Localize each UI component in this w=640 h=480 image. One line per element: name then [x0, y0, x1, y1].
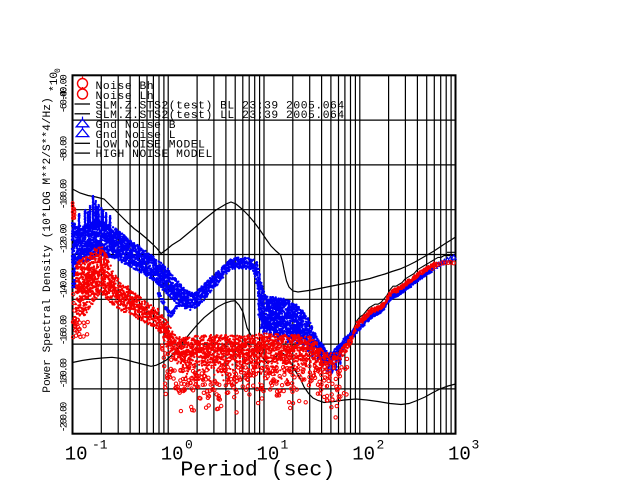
svg-text:10: 10: [448, 444, 471, 466]
svg-text:-140.00: -140.00: [60, 268, 71, 299]
svg-text:10: 10: [257, 444, 280, 466]
svg-text:-120.00: -120.00: [60, 224, 71, 255]
svg-text:-100.00: -100.00: [60, 179, 71, 210]
svg-text:SLM.Z.STS2(test) LL 23:39 2005: SLM.Z.STS2(test) LL 23:39 2005.064: [96, 110, 345, 122]
svg-text:-180.00: -180.00: [60, 358, 71, 389]
svg-text:-160.00: -160.00: [60, 315, 71, 346]
svg-text:0: 0: [54, 68, 63, 73]
svg-text:2: 2: [377, 438, 385, 453]
svg-text:3: 3: [472, 438, 480, 453]
svg-text:Noise Lh: Noise Lh: [96, 91, 155, 103]
svg-text:10: 10: [161, 444, 184, 466]
svg-text:0: 0: [185, 438, 193, 453]
svg-text:*10: *10: [49, 72, 61, 92]
svg-text:1: 1: [281, 438, 289, 453]
svg-text:-1: -1: [92, 438, 108, 453]
svg-text:Gnd Noise B: Gnd Noise B: [96, 120, 177, 132]
svg-text:-200.00: -200.00: [60, 402, 71, 433]
svg-text:Noise Bh: Noise Bh: [96, 81, 155, 93]
svg-text:-60.00: -60.00: [60, 87, 71, 114]
svg-text:Period (sec): Period (sec): [180, 459, 335, 480]
svg-text:Power Spectral Density (10*LOG: Power Spectral Density (10*LOG M**2/S**4…: [42, 97, 54, 392]
svg-text:HIGH NOISE MODEL: HIGH NOISE MODEL: [96, 149, 213, 161]
svg-text:-40.00: -40.00: [60, 74, 71, 101]
svg-text:SLM.Z.STS2(test) BL 23:39 2005: SLM.Z.STS2(test) BL 23:39 2005.064: [96, 101, 345, 113]
svg-text:Gnd Noise L: Gnd Noise L: [96, 130, 177, 142]
svg-text:-80.00: -80.00: [60, 136, 71, 163]
svg-text:10: 10: [65, 444, 88, 466]
svg-text:10: 10: [352, 444, 375, 466]
svg-text:LOW NOISE MODEL: LOW NOISE MODEL: [96, 140, 206, 152]
